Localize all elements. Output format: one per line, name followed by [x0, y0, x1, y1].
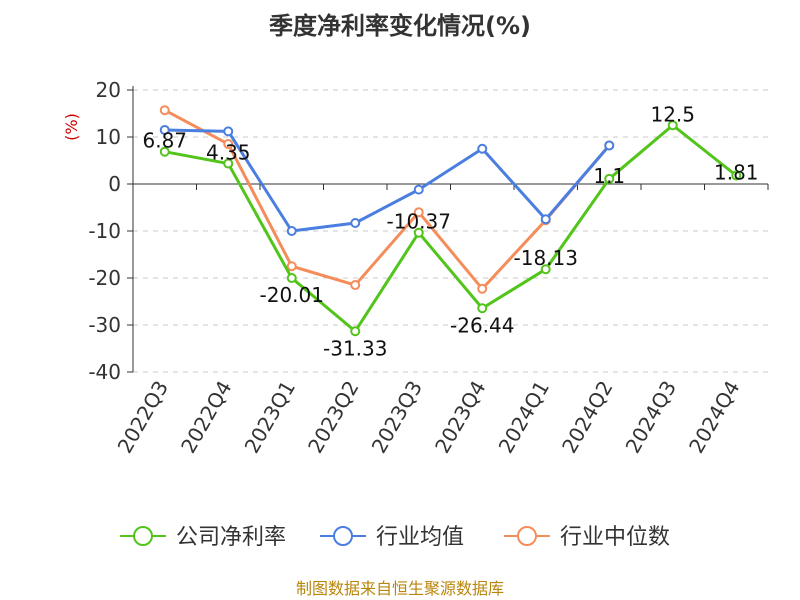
x-tick-label: 2024Q3 [621, 377, 681, 458]
legend: 公司净利率 行业均值 行业中位数 [120, 525, 670, 550]
data-labels: 6.87 4.35 -20.01 -31.33 -10.37 -26.44 -18.13 1.… [142, 102, 758, 360]
series-line [164, 123, 738, 333]
x-tick-label: 2022Q4 [176, 377, 236, 458]
y-tick-label: -40 [88, 360, 121, 384]
data-point [223, 139, 234, 150]
data-point [477, 283, 488, 294]
data-point [477, 303, 488, 314]
data-point [350, 218, 361, 229]
legend-label: 行业中位数 [560, 525, 670, 550]
data-label: -18.13 [514, 246, 578, 270]
data-point [540, 264, 551, 275]
x-tick-label: 2024Q2 [557, 377, 617, 458]
y-tick-label: 0 [108, 172, 121, 196]
x-tick-label: 2023Q2 [303, 377, 363, 458]
data-point [286, 226, 297, 236]
data-point [413, 227, 424, 238]
legend-label: 公司净利率 [176, 525, 286, 550]
source-note: 制图数据来自恒生聚源数据库 [296, 579, 504, 598]
x-tick-label: 2023Q1 [240, 377, 300, 458]
data-point [604, 140, 615, 151]
data-point [350, 280, 361, 291]
data-label: 4.35 [206, 141, 251, 165]
data-label: -20.01 [260, 283, 324, 307]
data-point [286, 273, 297, 284]
data-point [604, 173, 615, 184]
y-tick-label: -20 [88, 266, 121, 290]
series-line [164, 108, 611, 291]
x-tick-label: 2024Q1 [494, 377, 554, 458]
y-axis-label: (%) [62, 113, 81, 141]
data-label: 12.5 [650, 102, 695, 126]
y-tick-label: -10 [88, 219, 121, 243]
data-label: 6.87 [142, 129, 187, 153]
data-point [540, 214, 551, 225]
series-lines [159, 105, 742, 337]
y-tick-label: -30 [88, 313, 121, 337]
data-point [223, 158, 234, 169]
data-point [159, 146, 170, 157]
series-line [164, 128, 611, 233]
data-label: 1.81 [714, 160, 759, 184]
x-tick-label: 2022Q3 [113, 377, 173, 458]
data-point [350, 326, 361, 337]
data-point [477, 143, 488, 154]
y-tick-label: 10 [96, 125, 121, 149]
data-point [223, 126, 234, 137]
x-tick-label: 2023Q4 [430, 377, 490, 458]
data-label: -10.37 [387, 210, 451, 234]
chart-title: 季度净利率变化情况(%) [269, 12, 531, 40]
data-label: -26.44 [450, 313, 514, 337]
data-point [413, 207, 424, 218]
data-point [413, 184, 424, 195]
legend-label: 行业均值 [376, 525, 464, 550]
legend-swatch-marker [333, 526, 353, 546]
data-label: 1.1 [593, 164, 625, 188]
legend-swatch-marker [133, 526, 153, 546]
data-point [731, 170, 742, 181]
data-point [159, 105, 170, 116]
data-point [159, 124, 170, 135]
y-tick-label: 20 [96, 78, 121, 102]
x-tick-label: 2024Q4 [684, 377, 744, 458]
data-point [286, 261, 297, 272]
data-label: -31.33 [323, 336, 387, 360]
x-tick-label: 2023Q3 [367, 377, 427, 458]
legend-swatch-marker [517, 526, 537, 546]
data-point [667, 120, 678, 131]
